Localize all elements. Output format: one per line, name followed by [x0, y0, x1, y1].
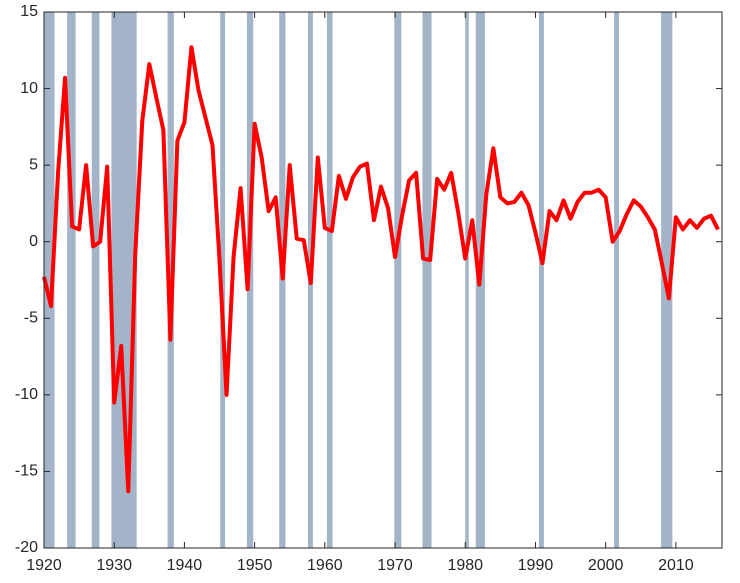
x-tick-label: 2010	[658, 557, 694, 574]
x-tick-label: 1970	[377, 557, 413, 574]
y-tick-label: 10	[20, 80, 38, 97]
recession-band	[246, 12, 254, 548]
data-line	[42, 45, 720, 494]
y-tick-label: -15	[15, 463, 38, 480]
recession-band	[422, 12, 432, 548]
x-tick-label: 1990	[518, 557, 554, 574]
x-tick-label: 1930	[96, 557, 132, 574]
y-tick-label: 15	[20, 3, 38, 20]
x-tick-label: 1940	[167, 557, 203, 574]
x-tick-label: 1920	[26, 557, 62, 574]
x-tick-label: 1980	[447, 557, 483, 574]
y-tick-label: -5	[24, 310, 38, 327]
recession-band	[91, 12, 100, 548]
recession-band	[465, 12, 469, 548]
recession-band	[394, 12, 402, 548]
y-tick-label: 5	[29, 156, 38, 173]
x-tick-label: 2000	[588, 557, 624, 574]
x-tick-label: 1950	[237, 557, 273, 574]
y-tick-label: -10	[15, 386, 38, 403]
x-tick-label: 1960	[307, 557, 343, 574]
recession-band	[220, 12, 226, 548]
recession-band	[614, 12, 620, 548]
recession-band	[67, 12, 76, 548]
recession-band	[538, 12, 544, 548]
recession-band	[326, 12, 333, 548]
plot-frame	[43, 11, 723, 549]
recession-band	[111, 12, 137, 548]
recession-band	[44, 12, 55, 548]
y-tick-label: 0	[29, 233, 38, 250]
y-tick-label: -20	[15, 539, 38, 556]
